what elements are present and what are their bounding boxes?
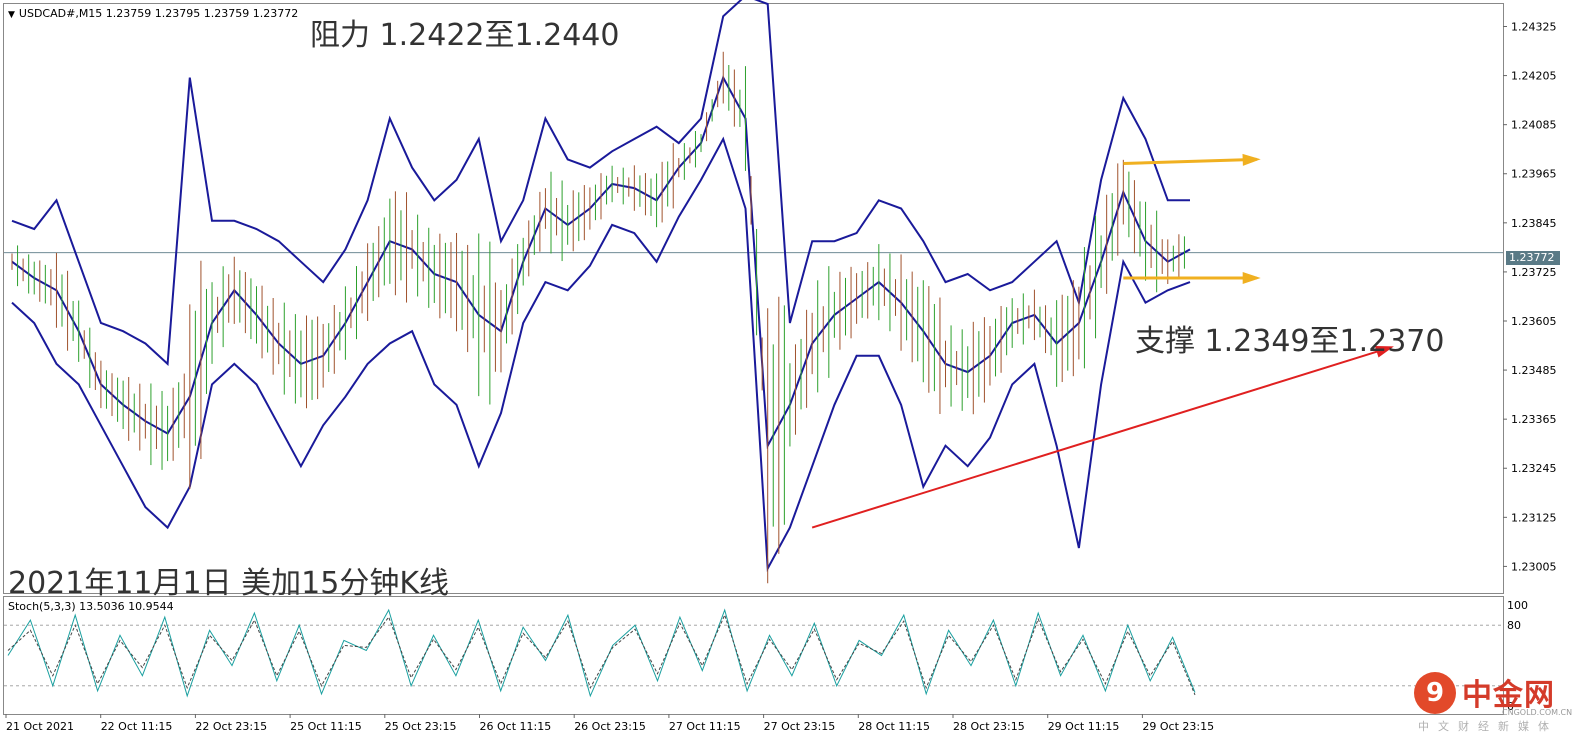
chart-caption: 2021年11月1日 美加15分钟K线 [8, 566, 449, 601]
y-tick-label: 1.23485 [1511, 364, 1557, 377]
cngold-logo-icon: 9 [1414, 672, 1456, 714]
x-axis-ticks: 21 Oct 2021 22 Oct 11:15 22 Oct 23:15 25 Oc… [5, 714, 1214, 733]
bands-layer [11, 0, 1191, 584]
x-tick-label: 28 Oct 23:15 [953, 720, 1025, 733]
support-arrow-head [1242, 272, 1261, 284]
x-tick-label: 27 Oct 11:15 [669, 720, 741, 733]
y-tick-label: 1.23005 [1511, 560, 1557, 573]
collapse-triangle-icon[interactable]: ▼ [8, 10, 15, 20]
x-tick-label: 29 Oct 23:15 [1142, 720, 1214, 733]
watermark-site: CNGOLD.COM.CN [1502, 708, 1573, 717]
stoch-plot-frame [3, 596, 1504, 715]
stoch-tick-label: 100 [1507, 599, 1528, 612]
x-tick-label: 22 Oct 11:15 [101, 720, 173, 733]
watermark: 9 中金网 CNGOLD.COM.CN 中文财经新媒体 [1410, 668, 1572, 743]
x-tick-label: 22 Oct 23:15 [195, 720, 267, 733]
trend-arrow [811, 346, 1391, 529]
y-tick-label: 1.23845 [1511, 217, 1557, 230]
x-tick-label: 27 Oct 23:15 [764, 720, 836, 733]
y-tick-label: 1.23245 [1511, 462, 1557, 475]
stoch-layer [7, 608, 1196, 698]
resistance-arrow-head [1242, 153, 1261, 166]
symbol-header[interactable]: ▼ USDCAD#,M15 1.23759 1.23795 1.23759 1.2… [8, 7, 298, 20]
stoch-main [7, 608, 1196, 698]
y-tick-label: 1.24085 [1511, 119, 1557, 132]
watermark-name: 中金网 [1462, 678, 1555, 713]
x-tick-label: 29 Oct 11:15 [1048, 720, 1120, 733]
stoch-signal [7, 613, 1196, 696]
stoch-label: Stoch(5,3,3) 13.5036 10.9544 [8, 600, 174, 613]
series-upper-band [11, 0, 1190, 367]
x-tick-label: 21 Oct 2021 [6, 720, 74, 733]
support-annotation: 支撑 1.2349至1.2370 [1135, 324, 1445, 359]
stoch-tick-label: 0 [1507, 700, 1514, 713]
trend-arrow-head [1374, 346, 1394, 358]
series-middle-band [11, 75, 1191, 450]
y-tick-label: 1.23725 [1511, 266, 1557, 279]
x-tick-label: 25 Oct 23:15 [385, 720, 457, 733]
stoch-tick-label: 80 [1507, 619, 1521, 632]
resistance-annotation: 阻力 1.2422至1.2440 [310, 18, 620, 53]
x-tick-label: 25 Oct 11:15 [290, 720, 362, 733]
y-tick-label: 1.23365 [1511, 413, 1557, 426]
arrows-layer [811, 153, 1394, 529]
y-tick-label: 1.23125 [1511, 511, 1557, 524]
y-tick-label: 1.24205 [1511, 70, 1557, 83]
grid-layer [4, 252, 1503, 687]
resistance-arrow [1123, 157, 1257, 166]
series-lower-band [11, 136, 1191, 573]
watermark-tagline: 中文财经新媒体 [1418, 720, 1558, 733]
y-tick-label: 1.24325 [1511, 20, 1557, 33]
y-tick-label: 1.23605 [1511, 315, 1557, 328]
x-tick-label: 26 Oct 23:15 [574, 720, 646, 733]
symbol-line: USDCAD#,M15 1.23759 1.23795 1.23759 1.23… [18, 7, 299, 20]
x-tick-label: 28 Oct 11:15 [858, 720, 930, 733]
y-axis-ticks: 1.24325 1.24205 1.24085 1.23965 1.23845 1.237… [1503, 20, 1557, 713]
x-tick-label: 26 Oct 11:15 [480, 720, 552, 733]
main-plot-frame [3, 3, 1504, 594]
y-tick-label: 1.23965 [1511, 168, 1557, 181]
last-price-badge: 1.23772 [1506, 251, 1560, 265]
